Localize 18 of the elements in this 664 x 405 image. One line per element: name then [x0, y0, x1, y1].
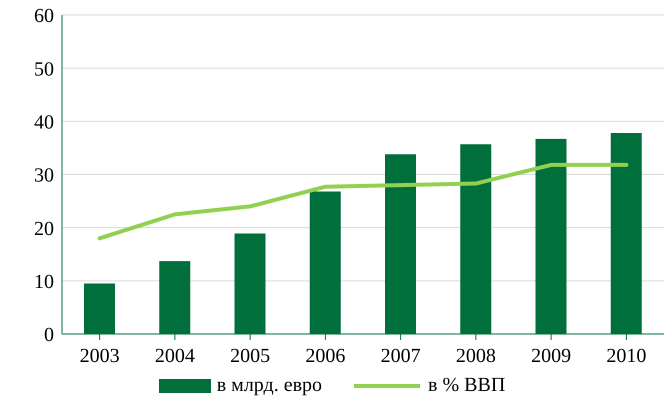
x-tick-label: 2004 [154, 345, 195, 368]
x-tick-label: 2005 [230, 345, 270, 368]
x-tick-label: 2008 [456, 345, 496, 368]
y-tick-label: 30 [34, 164, 54, 187]
line-series [98, 162, 628, 240]
x-tick-label: 2003 [80, 345, 120, 368]
y-tick-label: 0 [44, 324, 54, 346]
y-tick-label: 20 [34, 218, 54, 240]
x-tick-label: 2006 [305, 345, 346, 368]
y-tick-label: 10 [34, 270, 54, 293]
y-tick-label: 40 [34, 111, 54, 134]
y-tick-label: 60 [34, 5, 54, 28]
legend-label: в % ВВП [428, 374, 506, 397]
x-tick-label: 2009 [531, 345, 572, 368]
legend-label: в млрд. евро [216, 374, 322, 397]
y-tick-label: 50 [34, 58, 54, 80]
x-tick-label: 2007 [380, 345, 421, 368]
x-tick-label: 2010 [606, 345, 646, 368]
